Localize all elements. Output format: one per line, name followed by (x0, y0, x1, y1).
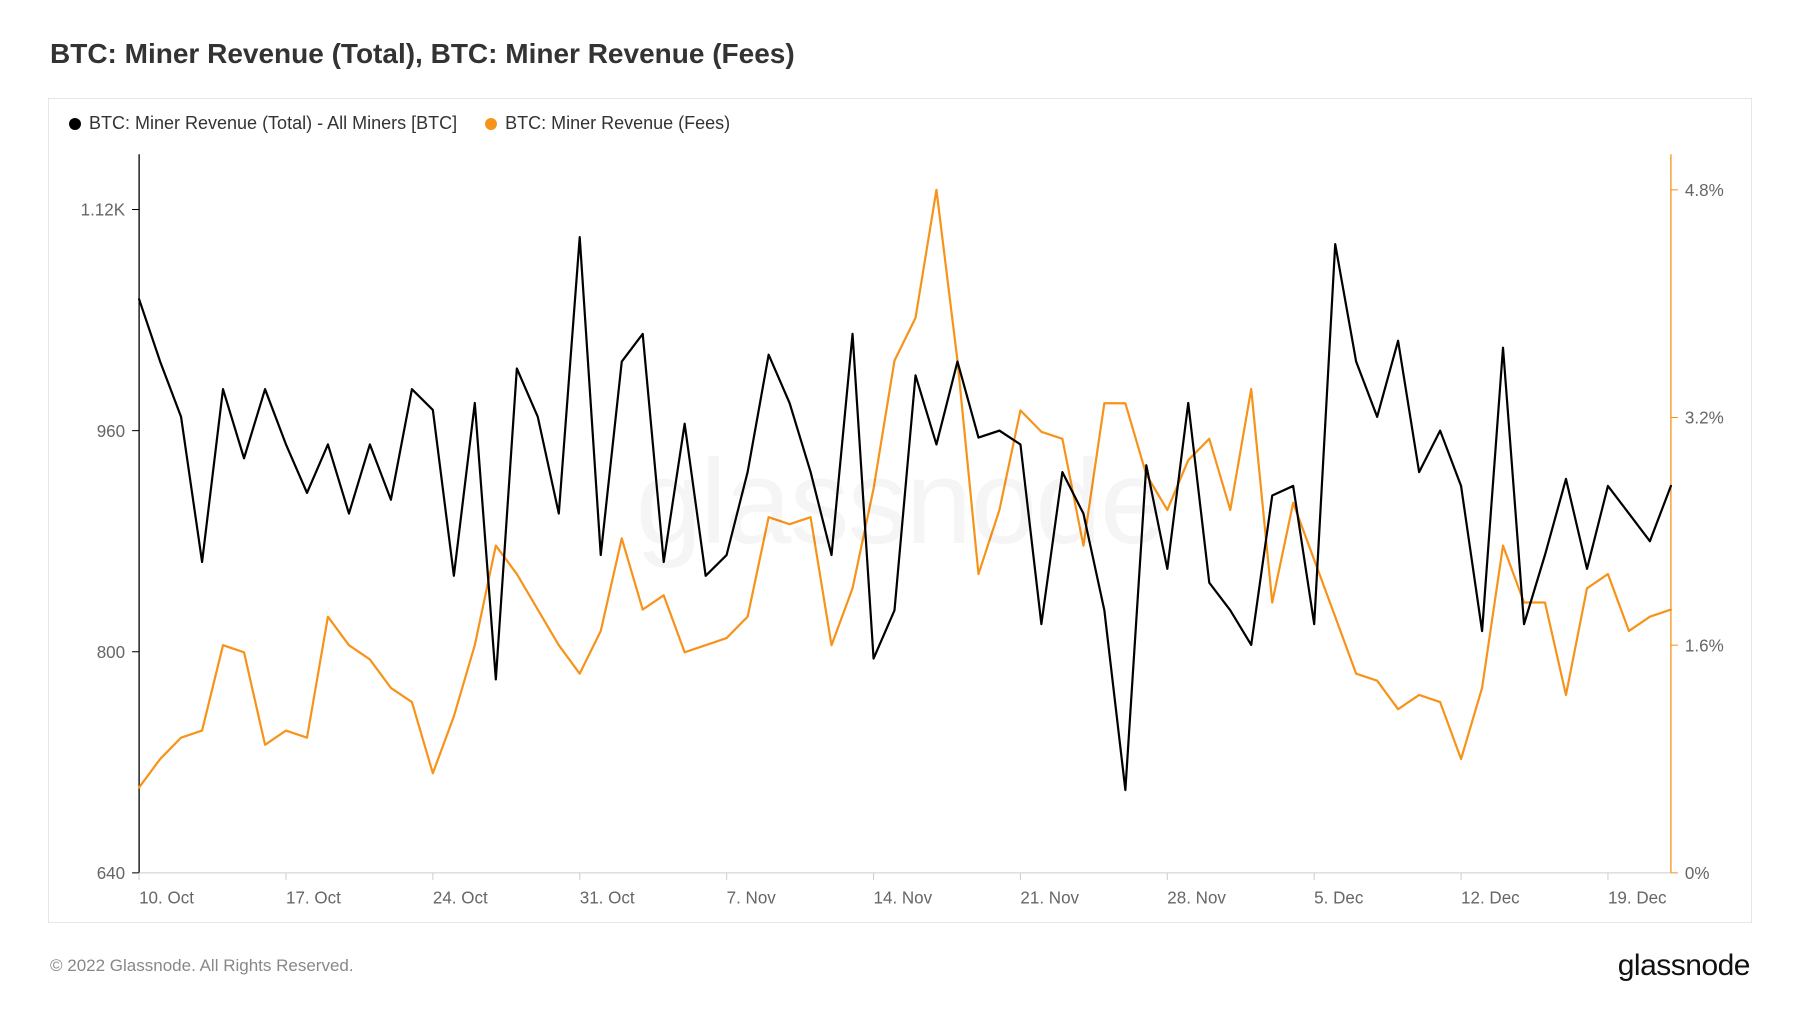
svg-text:31. Oct: 31. Oct (580, 887, 635, 907)
svg-text:5. Dec: 5. Dec (1314, 887, 1364, 907)
legend: BTC: Miner Revenue (Total) - All Miners … (49, 99, 1751, 144)
svg-text:1.12K: 1.12K (81, 199, 126, 219)
svg-text:960: 960 (97, 421, 125, 441)
legend-item-total: BTC: Miner Revenue (Total) - All Miners … (69, 113, 457, 134)
svg-text:7. Nov: 7. Nov (727, 887, 777, 907)
svg-text:17. Oct: 17. Oct (286, 887, 341, 907)
svg-text:640: 640 (97, 863, 125, 883)
svg-text:1.6%: 1.6% (1685, 635, 1724, 655)
chart-svg: 640 800 960 1.12K 0% 1.6% 3.2% 4.8% 10. Oct 17. O… (49, 144, 1751, 922)
legend-item-fees: BTC: Miner Revenue (Fees) (485, 113, 730, 134)
copyright-text: © 2022 Glassnode. All Rights Reserved. (50, 956, 354, 976)
svg-text:4.8%: 4.8% (1685, 180, 1724, 200)
svg-text:3.2%: 3.2% (1685, 407, 1724, 427)
svg-text:28. Nov: 28. Nov (1167, 887, 1226, 907)
legend-label-fees: BTC: Miner Revenue (Fees) (505, 113, 730, 134)
chart-container: BTC: Miner Revenue (Total), BTC: Miner R… (0, 0, 1800, 1013)
legend-swatch-total (69, 118, 81, 130)
legend-label-total: BTC: Miner Revenue (Total) - All Miners … (89, 113, 457, 134)
chart-title: BTC: Miner Revenue (Total), BTC: Miner R… (50, 38, 1752, 70)
svg-text:800: 800 (97, 642, 125, 662)
footer: © 2022 Glassnode. All Rights Reserved. g… (48, 923, 1752, 983)
svg-text:14. Nov: 14. Nov (874, 887, 933, 907)
svg-text:24. Oct: 24. Oct (433, 887, 488, 907)
chart-box: BTC: Miner Revenue (Total) - All Miners … (48, 98, 1752, 923)
svg-text:21. Nov: 21. Nov (1020, 887, 1079, 907)
svg-text:12. Dec: 12. Dec (1461, 887, 1520, 907)
svg-text:10. Oct: 10. Oct (139, 887, 194, 907)
plot-area: glassnode 6408009601.12K0%1.6%3.2%4.8%10… (49, 144, 1751, 922)
svg-text:0%: 0% (1685, 863, 1710, 883)
legend-swatch-fees (485, 118, 497, 130)
svg-text:19. Dec: 19. Dec (1608, 887, 1667, 907)
brand-logo: glassnode (1618, 949, 1750, 983)
